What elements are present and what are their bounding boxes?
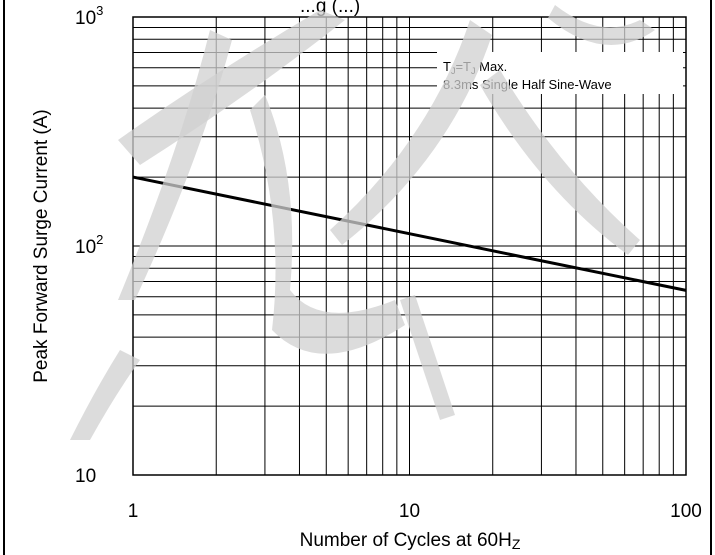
y-tick-label: 103 (75, 3, 103, 29)
y-axis-label: Peak Forward Surge Current (A) (31, 109, 52, 383)
y-tick-label: 10 (75, 466, 96, 487)
watermark-stroke-4 (330, 20, 492, 245)
watermark-stroke-1 (118, 10, 345, 165)
watermark-stroke-2 (250, 95, 405, 354)
x-tick-label: 1 (128, 501, 139, 522)
x-tick-labels: 1 10 100 (128, 501, 702, 522)
watermark-stroke-5 (480, 70, 640, 255)
y-tick-label: 102 (75, 232, 103, 258)
chart-title-partial: ...g (...) (300, 0, 360, 17)
x-tick-label: 10 (399, 501, 420, 522)
watermark-stroke-8 (548, 5, 655, 45)
x-tick-label: 100 (670, 501, 702, 522)
watermark-stroke-3 (118, 30, 232, 300)
watermark-stroke-7 (400, 295, 455, 420)
series-layer (132, 175, 687, 292)
watermark (70, 5, 655, 440)
y-tick-labels: 10 102 103 (75, 3, 103, 487)
x-axis-label: Number of Cycles at 60HZ (300, 530, 521, 552)
series-line (132, 175, 687, 292)
watermark-stroke-6 (70, 350, 140, 440)
plot-area-frame (132, 16, 687, 476)
